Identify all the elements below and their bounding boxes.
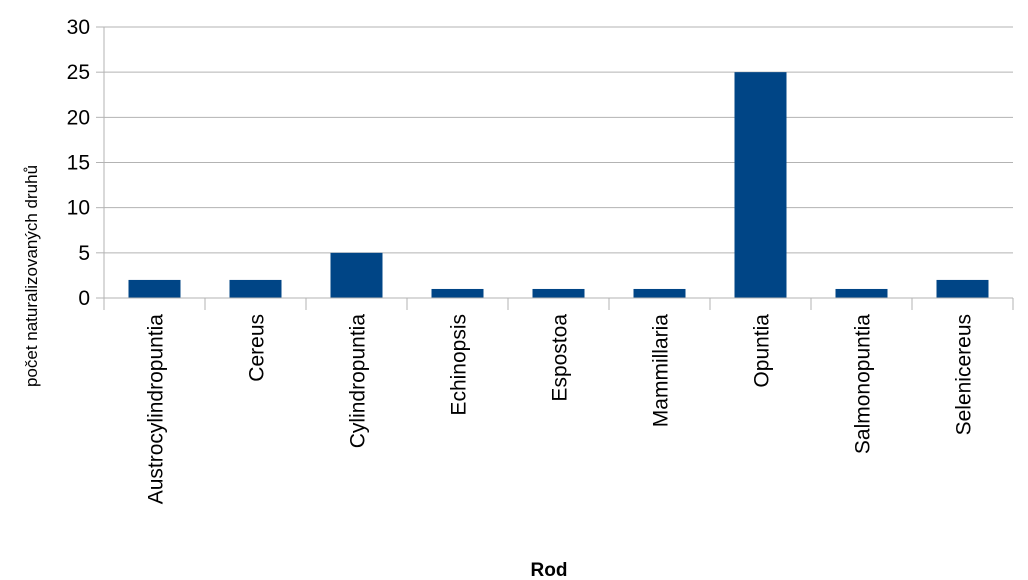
x-category-label-salmonopuntia: Salmonopuntia [852,314,875,454]
y-tick-label-0: 0 [78,287,90,310]
bar-salmonopuntia [835,288,888,298]
x-category-label-opuntia: Opuntia [751,314,774,388]
bars [128,72,989,299]
x-category-label-espostoa: Espostoa [549,314,572,402]
bar-cylindropuntia [330,252,383,298]
y-tick-labels: 0 5 10 15 20 25 30 [67,16,90,310]
y-tick-label-5: 5 [78,242,90,265]
bar-echinopsis [431,288,484,298]
bar-espostoa [532,288,585,298]
x-category-label-mammillaria: Mammillaria [650,314,673,427]
y-axis-title: počet naturalizovaných druhů [22,165,41,387]
x-category-labels: Austrocylindropuntia Cereus Cylindropuntia… [145,314,976,505]
x-category-label-austrocylindropuntia: Austrocylindropuntia [145,314,168,505]
bar-cereus [229,279,282,298]
y-tick-label-20: 20 [67,106,90,129]
bar-austrocylindropuntia [128,279,181,298]
x-category-label-echinopsis: Echinopsis [448,314,471,416]
y-tick-label-25: 25 [67,61,90,84]
y-tick-label-15: 15 [67,152,90,175]
x-category-label-cylindropuntia: Cylindropuntia [347,314,370,449]
x-category-label-selenicereus: Selenicereus [953,314,976,435]
bar-mammillaria [633,288,686,298]
y-tick-label-30: 30 [67,16,90,39]
bar-opuntia [734,72,787,299]
gridlines [104,26,1013,254]
bar-selenicereus [936,279,989,298]
x-category-label-cereus: Cereus [246,314,269,382]
x-axis-title: Rod [531,560,568,580]
y-tick-label-10: 10 [67,197,90,220]
axes [96,26,1014,310]
